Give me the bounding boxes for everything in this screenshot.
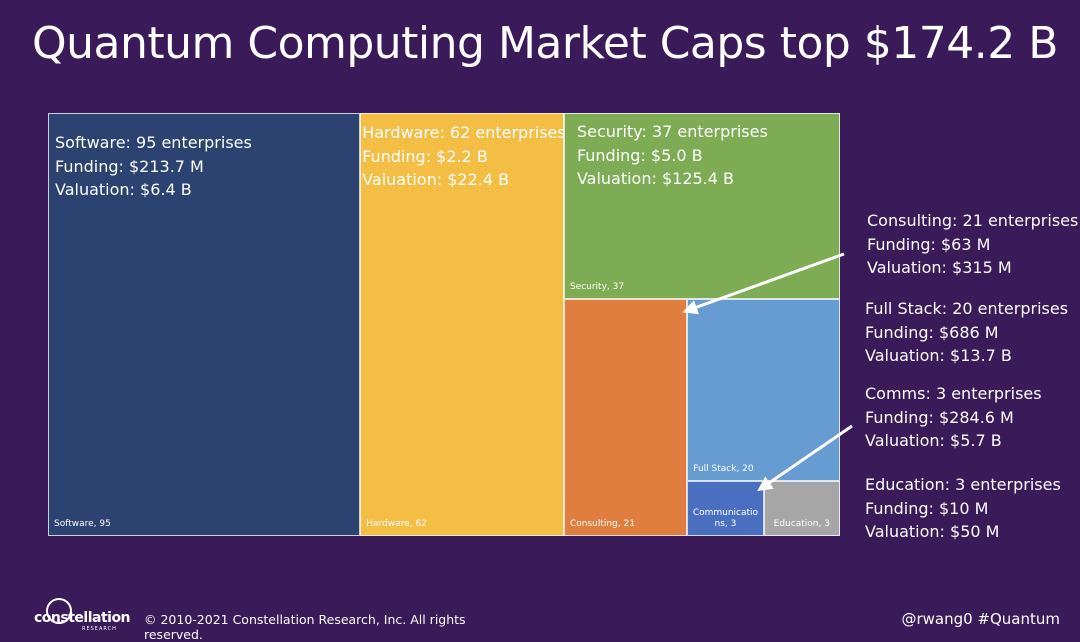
annotation-line: Comms: 3 enterprises xyxy=(865,384,1042,403)
chart-title: Quantum Computing Market Caps top $174.2… xyxy=(32,18,1058,69)
annotation-comms: Comms: 3 enterprises Funding: $284.6 M Val… xyxy=(865,382,1042,453)
treemap-cell-label: Consulting, 21 xyxy=(569,518,635,529)
treemap-cell-security: Security, 37 Security: 37 enterprises Fund… xyxy=(563,113,840,300)
detail-line: Funding: $5.0 B xyxy=(576,145,703,165)
annotation-line: Education: 3 enterprises xyxy=(865,475,1061,494)
annotation-education: Education: 3 enterprises Funding: $10 M Va… xyxy=(865,473,1061,544)
treemap-cell-software: Software, 95 Software: 95 enterprises Fund… xyxy=(48,113,361,536)
annotation-line: Full Stack: 20 enterprises xyxy=(865,299,1069,318)
treemap-cell-label: Hardware, 62 xyxy=(366,519,427,529)
brand-subtitle: RESEARCH xyxy=(82,626,117,632)
copyright-text: © 2010-2021 Constellation Research, Inc.… xyxy=(144,612,466,642)
treemap-cell-comms: Communications, 3 xyxy=(687,481,764,536)
treemap-cell-details: Software: 95 enterprises Funding: $213.7 … xyxy=(55,131,252,202)
treemap-cell-details: Security: 37 enterprises Funding: $5.0 B V… xyxy=(577,120,768,191)
treemap-cell-label: Security, 37 xyxy=(569,282,625,293)
treemap-cell-details: Hardware: 62 enterprises Funding: $2.2 B V… xyxy=(362,121,566,192)
detail-line: Funding: $213.7 M xyxy=(55,156,204,176)
treemap-cell-hardware: Hardware, 62 Hardware: 62 enterprises Fund… xyxy=(360,113,566,536)
annotation-fullstack: Full Stack: 20 enterprises Funding: $686 … xyxy=(865,297,1068,368)
annotation-line: Funding: $284.6 M xyxy=(865,407,1014,427)
annotation-line: Funding: $63 M xyxy=(867,234,991,254)
brand-name: constellation xyxy=(34,610,131,626)
annotation-line: Valuation: $50 M xyxy=(865,522,1000,541)
annotation-consulting: Consulting: 21 enterprises Funding: $63 M… xyxy=(867,209,1078,280)
treemap-cell-label: Communications, 3 xyxy=(692,507,759,529)
detail-line: Valuation: $22.4 B xyxy=(362,170,510,189)
annotation-line: Funding: $686 M xyxy=(865,322,999,342)
annotation-line: Valuation: $5.7 B xyxy=(865,431,1002,450)
social-handle: @rwang0 #Quantum xyxy=(901,610,1060,628)
treemap-cell-education: Education, 3 xyxy=(763,481,840,536)
annotation-line: Funding: $10 M xyxy=(865,498,989,518)
detail-line: Valuation: $6.4 B xyxy=(55,180,192,199)
treemap-cell-label: Software, 95 xyxy=(54,519,111,529)
detail-line: Valuation: $125.4 B xyxy=(576,169,735,188)
constellation-logo-icon xyxy=(46,598,72,624)
arrow-to-comms xyxy=(757,424,853,492)
treemap-cell-label: Full Stack, 20 xyxy=(693,464,754,475)
arrow-to-consulting xyxy=(682,252,845,315)
detail-line: Hardware: 62 enterprises xyxy=(362,123,566,142)
detail-line: Funding: $2.2 B xyxy=(362,146,488,166)
annotation-line: Valuation: $13.7 B xyxy=(865,346,1012,365)
treemap-cell-label: Education, 3 xyxy=(773,518,830,529)
detail-line: Software: 95 enterprises xyxy=(55,133,252,152)
annotation-line: Consulting: 21 enterprises xyxy=(867,211,1079,230)
detail-line: Security: 37 enterprises xyxy=(576,122,768,141)
footer-branding: constellation RESEARCH © 2010-2021 Const… xyxy=(8,598,528,642)
annotation-line: Valuation: $315 M xyxy=(867,258,1012,277)
treemap-cell-consulting: Consulting, 21 xyxy=(563,299,688,536)
